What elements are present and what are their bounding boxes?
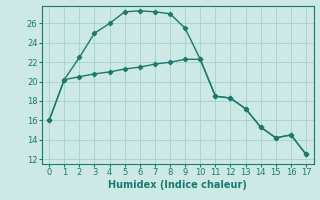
X-axis label: Humidex (Indice chaleur): Humidex (Indice chaleur) <box>108 180 247 190</box>
